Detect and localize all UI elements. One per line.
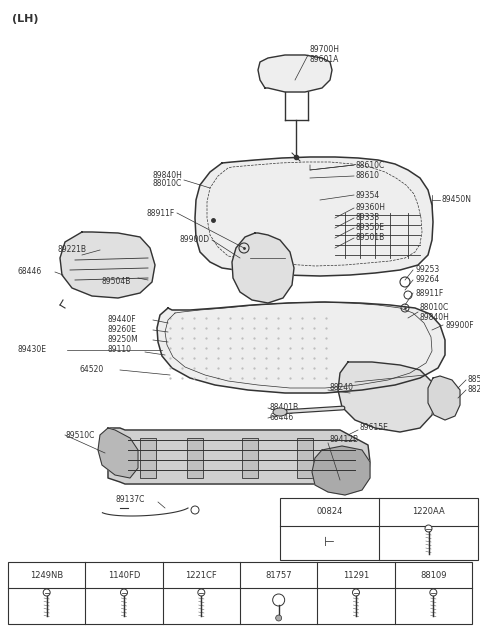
Text: 81757: 81757 bbox=[265, 570, 292, 579]
Text: 89333: 89333 bbox=[356, 213, 380, 222]
Text: (LH): (LH) bbox=[12, 14, 38, 24]
Text: 89615E: 89615E bbox=[360, 424, 389, 433]
Polygon shape bbox=[195, 157, 433, 276]
Text: 89430E: 89430E bbox=[18, 345, 47, 354]
Text: 89450N: 89450N bbox=[442, 195, 472, 204]
Text: 89840H: 89840H bbox=[420, 312, 450, 322]
Text: 89350E: 89350E bbox=[356, 224, 385, 233]
Polygon shape bbox=[98, 428, 138, 478]
Text: 99264: 99264 bbox=[415, 275, 439, 284]
Text: 88911F: 88911F bbox=[147, 208, 175, 217]
Polygon shape bbox=[428, 376, 460, 420]
Text: 89137C: 89137C bbox=[115, 496, 144, 505]
Circle shape bbox=[198, 589, 205, 596]
Text: 68446: 68446 bbox=[18, 267, 42, 276]
Text: 88911F: 88911F bbox=[415, 289, 443, 298]
Text: 1249NB: 1249NB bbox=[30, 570, 63, 579]
Text: 88240: 88240 bbox=[330, 383, 354, 392]
Text: 89900D: 89900D bbox=[180, 235, 210, 244]
Text: 89221B: 89221B bbox=[58, 246, 87, 255]
Text: 88610C: 88610C bbox=[356, 161, 385, 170]
Circle shape bbox=[352, 589, 360, 596]
Text: 88543C: 88543C bbox=[468, 376, 480, 385]
Bar bbox=[297, 438, 313, 478]
Polygon shape bbox=[108, 428, 370, 484]
Bar bbox=[140, 438, 156, 478]
Text: 68446: 68446 bbox=[270, 413, 294, 422]
Bar bbox=[242, 438, 258, 478]
Text: 89412B: 89412B bbox=[330, 435, 359, 444]
Text: 64520: 64520 bbox=[80, 365, 104, 374]
Text: 1220AA: 1220AA bbox=[412, 507, 445, 516]
Text: 99253: 99253 bbox=[415, 266, 439, 275]
Text: 89110: 89110 bbox=[108, 345, 132, 354]
Polygon shape bbox=[338, 362, 435, 432]
Circle shape bbox=[43, 589, 50, 596]
Polygon shape bbox=[312, 446, 370, 495]
Polygon shape bbox=[232, 233, 294, 303]
Text: 89354: 89354 bbox=[356, 190, 380, 199]
Bar bbox=[8, 562, 472, 624]
Text: 89360H: 89360H bbox=[356, 203, 386, 212]
Text: 88401B: 88401B bbox=[270, 404, 299, 413]
Text: 89440F: 89440F bbox=[108, 316, 137, 325]
Bar bbox=[280, 498, 478, 560]
Text: 88610: 88610 bbox=[356, 172, 380, 181]
Text: 88254Z: 88254Z bbox=[468, 386, 480, 395]
Text: 89260E: 89260E bbox=[108, 325, 137, 334]
Text: 89840H: 89840H bbox=[152, 170, 182, 179]
Bar bbox=[187, 438, 203, 478]
Text: 1140FD: 1140FD bbox=[108, 570, 140, 579]
Text: 1221CF: 1221CF bbox=[185, 570, 217, 579]
Polygon shape bbox=[157, 302, 445, 393]
Polygon shape bbox=[258, 55, 332, 92]
Text: 89250M: 89250M bbox=[108, 336, 139, 345]
Text: 89601A: 89601A bbox=[310, 55, 339, 64]
Circle shape bbox=[273, 594, 285, 606]
Text: 88010C: 88010C bbox=[153, 179, 182, 188]
Circle shape bbox=[120, 589, 128, 596]
Circle shape bbox=[425, 525, 432, 532]
Polygon shape bbox=[60, 232, 155, 298]
Ellipse shape bbox=[273, 408, 287, 416]
Circle shape bbox=[430, 589, 437, 596]
Text: 89700H: 89700H bbox=[310, 46, 340, 55]
Text: 89504B: 89504B bbox=[102, 278, 132, 287]
Text: 11291: 11291 bbox=[343, 570, 369, 579]
Text: 89510C: 89510C bbox=[65, 431, 95, 440]
Text: 89900F: 89900F bbox=[445, 320, 474, 329]
Text: ⊢: ⊢ bbox=[324, 536, 335, 550]
Text: 88109: 88109 bbox=[420, 570, 446, 579]
Text: 00824: 00824 bbox=[316, 507, 343, 516]
Circle shape bbox=[276, 615, 282, 621]
Text: 88010C: 88010C bbox=[420, 303, 449, 312]
Text: 89501B: 89501B bbox=[356, 233, 385, 242]
